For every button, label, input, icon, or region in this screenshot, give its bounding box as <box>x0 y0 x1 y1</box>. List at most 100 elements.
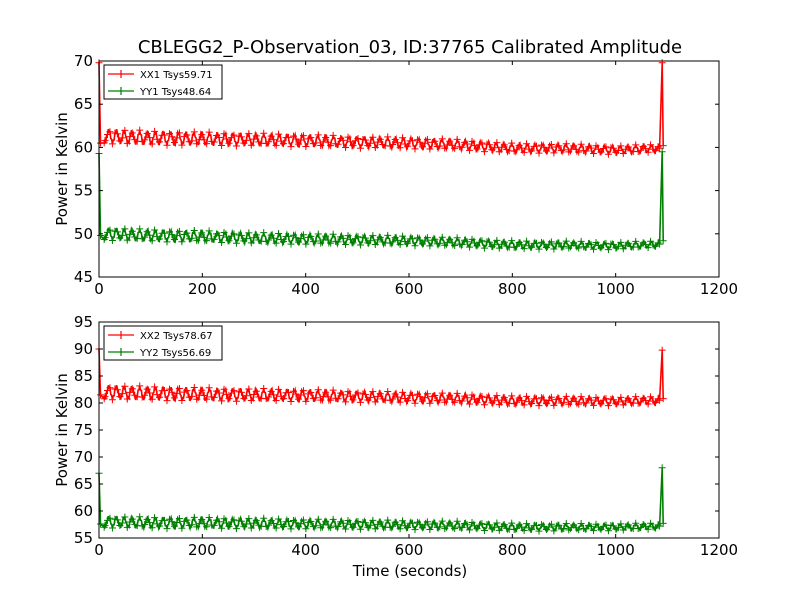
bottom-series-1-point <box>156 393 164 401</box>
bottom-series-1-point <box>101 393 109 401</box>
bottom-series-1-point <box>327 396 335 404</box>
top-series-1-point <box>287 143 295 151</box>
bottom-series-2-point <box>520 527 528 535</box>
top-series-1-point <box>136 126 144 134</box>
top-series-1-point <box>354 135 362 143</box>
top-series-2-point <box>294 238 302 246</box>
top-plot-border <box>98 60 720 278</box>
bottom-series-1-point <box>409 391 417 399</box>
top-series-1-point <box>334 140 342 148</box>
top-series-2-point <box>466 243 474 251</box>
bottom-series-1-point <box>302 397 310 405</box>
bottom-y-tick-label: 70 <box>74 448 93 466</box>
top-series-2-point <box>329 230 337 238</box>
top-series-1-point <box>404 142 412 150</box>
bottom-series-1-point <box>500 394 508 402</box>
top-series-1-point <box>188 137 196 145</box>
bottom-series-2-point <box>478 520 486 528</box>
top-series-1-point <box>659 142 667 150</box>
top-series-1-point <box>312 139 320 147</box>
top-series-2-point <box>349 239 357 247</box>
bottom-series-1-point <box>404 397 412 405</box>
bottom-series-2-point <box>366 521 374 529</box>
bottom-series-2-point <box>604 527 612 535</box>
top-series-1-point <box>143 130 151 138</box>
top-series-2-point <box>438 233 446 241</box>
top-series-1-point <box>369 133 377 141</box>
top-series-2-point <box>292 234 300 242</box>
top-series-1-point <box>658 59 666 67</box>
top-series-1-point <box>560 146 568 154</box>
top-series-2-point <box>297 235 305 243</box>
bottom-series-1-point <box>108 396 116 404</box>
bottom-series-1-point <box>423 390 431 398</box>
bottom-series-1-point <box>329 386 337 394</box>
bottom-series-2-point <box>416 520 424 528</box>
top-series-2-point <box>210 235 218 243</box>
bottom-plot-border <box>98 321 720 539</box>
bottom-series-1-point <box>190 384 198 392</box>
bottom-series-2-point <box>101 521 109 529</box>
top-series-1-point <box>322 133 330 141</box>
top-series-1-point <box>156 138 164 146</box>
bottom-series-2-point <box>495 526 503 534</box>
bottom-series-2-point <box>275 515 283 523</box>
top-series-2-point <box>287 240 295 248</box>
bottom-series-1-point <box>314 386 322 394</box>
top-series-1-point <box>223 135 231 143</box>
bottom-series-2-point <box>533 522 541 529</box>
top-series-1-point <box>562 140 570 148</box>
bottom-series-2-point <box>602 521 610 529</box>
bottom-series-2-point <box>485 521 493 529</box>
bottom-series-2-point <box>232 525 240 533</box>
bottom-series-1-point <box>121 382 129 390</box>
bottom-series-2-point <box>547 520 555 528</box>
top-legend: XX1 Tsys59.71 YY1 Tsys48.64 <box>103 64 223 100</box>
top-series-1-point <box>384 133 392 141</box>
bottom-legend-box <box>103 325 223 361</box>
top-y-tick-label: 55 <box>74 182 93 200</box>
top-series-2-point <box>493 236 501 244</box>
top-series-1-point <box>426 145 434 153</box>
bottom-series-2-point <box>587 522 595 530</box>
top-x-tick-label: 1200 <box>700 280 738 298</box>
top-series-1-point <box>604 150 612 158</box>
bottom-series-1-point <box>619 401 627 409</box>
bottom-series-2-point <box>327 524 335 532</box>
top-series-1-point <box>232 142 240 150</box>
top-series-1-point <box>647 141 655 149</box>
top-series-2-point <box>513 242 521 250</box>
top-series-1-point <box>237 133 245 141</box>
top-series-1-point <box>168 133 176 141</box>
bottom-series-2-point <box>156 522 164 530</box>
bottom-series-2-point <box>349 523 357 531</box>
bottom-series-2-point <box>644 525 652 533</box>
top-series-2-point <box>190 226 198 234</box>
bottom-legend: XX2 Tsys78.67 YY2 Tsys56.69 <box>103 325 223 361</box>
top-series-1-point <box>453 135 461 143</box>
top-series-1-point <box>416 138 424 146</box>
top-series-2-point <box>232 239 240 247</box>
top-series-1-point <box>555 142 563 150</box>
top-series-2-point <box>218 239 226 247</box>
top-series-2-point <box>223 233 231 241</box>
top-series-1-point <box>411 145 419 153</box>
top-series-2-point <box>237 232 245 240</box>
bottom-series-1-point <box>632 393 640 401</box>
top-series-1-point <box>193 140 201 148</box>
bottom-series-1-point <box>458 397 466 405</box>
bottom-y-tick-label: 65 <box>74 475 93 493</box>
top-series-2-point <box>245 229 253 237</box>
top-series-1-point <box>361 136 369 144</box>
bottom-series-1-point <box>647 393 655 401</box>
bottom-series-2-point <box>656 522 664 530</box>
top-series-1-point <box>173 134 181 142</box>
top-series-2-point <box>247 239 255 247</box>
bottom-series-2-point <box>198 516 206 524</box>
top-series-2-point <box>146 231 154 239</box>
bottom-series-2-point <box>356 525 364 533</box>
bottom-series-1-point <box>562 392 570 400</box>
bottom-y-tick-label: 90 <box>74 340 93 358</box>
bottom-series-2-point <box>188 521 196 529</box>
bottom-series-1-point <box>118 390 126 398</box>
